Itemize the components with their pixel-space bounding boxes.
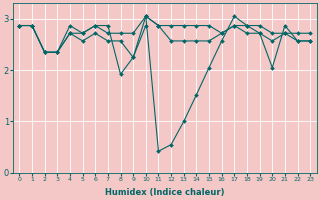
X-axis label: Humidex (Indice chaleur): Humidex (Indice chaleur) (105, 188, 225, 197)
